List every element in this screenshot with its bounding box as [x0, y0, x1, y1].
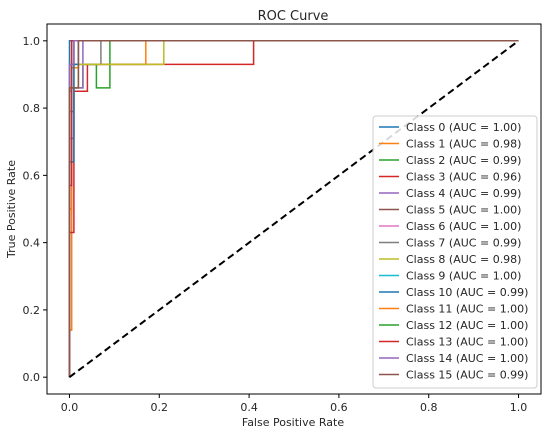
x-tick-label: 1.0	[510, 401, 528, 414]
legend-label-class-12: Class 12 (AUC = 1.00)	[406, 319, 528, 332]
roc-curve-class-15	[68, 40, 519, 378]
roc-curve-class-3	[68, 40, 519, 378]
x-tick-label: 0.8	[420, 401, 438, 414]
chance-diagonal-line	[68, 40, 520, 378]
y-tick-label: 0.8	[23, 102, 41, 115]
plot-frame	[46, 23, 542, 395]
legend-label-class-11: Class 11 (AUC = 1.00)	[406, 303, 528, 316]
x-tick-label: 0.6	[330, 401, 348, 414]
legend-label-class-14: Class 14 (AUC = 1.00)	[406, 352, 528, 365]
y-tick-label: 0.0	[23, 371, 41, 384]
legend-label-class-7: Class 7 (AUC = 0.99)	[406, 237, 521, 250]
y-tick-label: 0.4	[23, 237, 41, 250]
y-tick-label: 1.0	[23, 35, 41, 48]
legend-label-class-6: Class 6 (AUC = 1.00)	[406, 220, 521, 233]
legend-label-class-9: Class 9 (AUC = 1.00)	[406, 270, 521, 283]
legend-label-class-4: Class 4 (AUC = 0.99)	[406, 187, 521, 200]
chart-title: ROC Curve	[258, 9, 329, 24]
x-tick-label: 0.4	[240, 401, 258, 414]
x-tick-label: 0.0	[61, 401, 79, 414]
legend-label-class-5: Class 5 (AUC = 1.00)	[406, 204, 521, 217]
legend-label-class-10: Class 10 (AUC = 0.99)	[406, 286, 528, 299]
legend-label-class-1: Class 1 (AUC = 0.98)	[406, 138, 521, 151]
x-axis-label: False Positive Rate	[242, 416, 344, 429]
legend-box	[372, 115, 538, 389]
legend-label-class-2: Class 2 (AUC = 0.99)	[406, 154, 521, 167]
y-tick-label: 0.2	[23, 304, 41, 317]
legend-label-class-8: Class 8 (AUC = 0.98)	[406, 253, 521, 266]
legend-label-class-13: Class 13 (AUC = 1.00)	[406, 336, 528, 349]
legend-label-class-0: Class 0 (AUC = 1.00)	[406, 121, 521, 134]
legend-label-class-15: Class 15 (AUC = 0.99)	[406, 369, 528, 382]
legend-label-class-3: Class 3 (AUC = 0.96)	[406, 171, 521, 184]
axes: 0.0 0.2 0.4 0.6 0.8 1.0 0.0 0.2 0.4 0.6 0.8 1.0	[23, 35, 528, 414]
plot-area	[68, 40, 520, 378]
legend: Class 0 (AUC = 1.00) Class 1 (AUC = 0.98)…	[372, 115, 538, 389]
x-tick-label: 0.2	[151, 401, 169, 414]
y-axis-label: True Positive Rate	[5, 160, 18, 259]
y-tick-label: 0.6	[23, 169, 41, 182]
